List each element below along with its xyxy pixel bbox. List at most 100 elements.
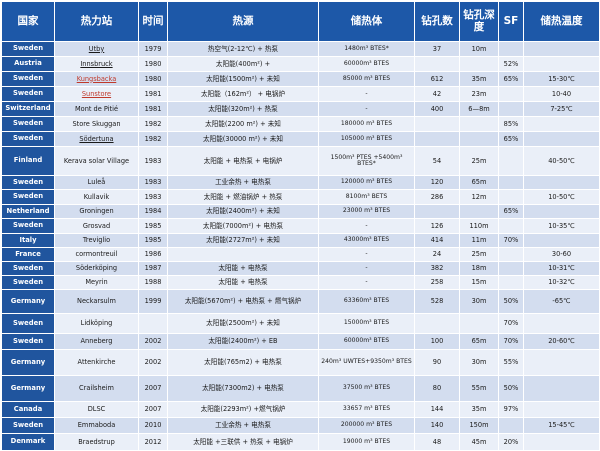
cell-heat-source: 太阳能 +三联供 + 热泵 + 电锅炉 (167, 433, 319, 451)
cell-boreholes (414, 204, 460, 219)
cell-country: Sweden (1, 86, 55, 102)
cell-sf (498, 101, 524, 117)
cell-boreholes: 37 (414, 41, 460, 57)
cell-boreholes: 120 (414, 175, 460, 190)
cell-plant: Kerava solar Village (54, 146, 139, 176)
cell-storage: 33657 m³ BTES (318, 401, 415, 418)
cell-plant: Utby (54, 41, 139, 57)
cell-heat-source: 太阳能(2293m²) +燃气锅炉 (167, 401, 319, 418)
cell-sf (498, 41, 524, 57)
cell-boreholes: 144 (414, 401, 460, 418)
cell-boreholes: 286 (414, 189, 460, 205)
cell-heat-source (167, 247, 319, 262)
header-sf: SF (498, 1, 524, 42)
cell-heat-source: 工业余热 + 电热泵 (167, 175, 319, 190)
cell-country: Finland (1, 146, 55, 176)
cell-country: Sweden (1, 131, 55, 147)
table-row: Canada DLSC 2007 太阳能(2293m²) +燃气锅炉 33657 m³ … (1, 401, 600, 418)
cell-storage-temp: 20-60℃ (523, 333, 600, 350)
cell-storage-temp: 10-35℃ (523, 218, 600, 234)
table-row: Finland Kerava solar Village 1983 太阳能 + 电热泵… (1, 146, 600, 176)
cell-plant: Kungsbacka (54, 71, 139, 87)
cell-sf: 65% (498, 204, 524, 219)
cell-heat-source: 太阳能(2400m²) + 未知 (167, 204, 319, 219)
cell-sf (498, 261, 524, 276)
cell-plant: Lidköping (54, 313, 139, 334)
cell-boreholes (414, 313, 460, 334)
cell-year: 1981 (138, 101, 168, 117)
header-row: 国家 热力站 时间 热源 储热体 钻孔数 钻孔深度 SF 储热温度 (1, 1, 600, 42)
cell-boreholes: 382 (414, 261, 460, 276)
cell-plant: Neckarsulm (54, 289, 139, 314)
table-row: Sweden Luleå 1983 工业余热 + 电热泵 120000 m³ BTES 1… (1, 175, 600, 190)
cell-plant: Söderköping (54, 261, 139, 276)
cell-boreholes: 400 (414, 101, 460, 117)
cell-heat-source: 太阳能(5670m²) + 电热泵 + 燃气锅炉 (167, 289, 319, 314)
cell-sf: 97% (498, 401, 524, 418)
cell-heat-source: 太阳能(2400m²) + EB (167, 333, 319, 350)
cell-plant: Groningen (54, 204, 139, 219)
cell-sf (498, 86, 524, 102)
cell-storage: 8100m³ BETS (318, 189, 415, 205)
cell-plant: DLSC (54, 401, 139, 418)
cell-storage-temp: 40-50℃ (523, 146, 600, 176)
cell-year: 1985 (138, 233, 168, 248)
cell-boreholes: 48 (414, 433, 460, 451)
cell-plant: Crailsheim (54, 375, 139, 402)
cell-country: Sweden (1, 175, 55, 190)
cell-country: Germany (1, 349, 55, 376)
table-row: Austria Innsbruck 1980 太阳能(400m²) +60000m³ … (1, 56, 600, 72)
cell-boreholes (414, 56, 460, 72)
cell-storage-temp: 10-31℃ (523, 261, 600, 276)
cell-borehole-depth (459, 131, 499, 147)
cell-storage: 63360m³ BTES (318, 289, 415, 314)
cell-storage: 200000 m³ BTES (318, 417, 415, 434)
cell-heat-source: 太阳能 + 电热泵 (167, 261, 319, 276)
cell-boreholes: 258 (414, 275, 460, 290)
cell-plant: Treviglio (54, 233, 139, 248)
cell-heat-source: 太阳能(2200 m²) + 未知 (167, 116, 319, 132)
cell-plant: Mont de Pitié (54, 101, 139, 117)
cell-country: Germany (1, 289, 55, 314)
cell-storage: 240m³ UWTES+9350m³ BTES (318, 349, 415, 376)
cell-country: Austria (1, 56, 55, 72)
cell-storage-temp (523, 175, 600, 190)
cell-borehole-depth (459, 204, 499, 219)
cell-boreholes: 24 (414, 247, 460, 262)
cell-year: 1983 (138, 189, 168, 205)
cell-plant: Meyrin (54, 275, 139, 290)
cell-plant: cormontreuil (54, 247, 139, 262)
cell-heat-source: 太阳能(400m²) + (167, 56, 319, 72)
cell-borehole-depth: 23m (459, 86, 499, 102)
cell-borehole-depth: 18m (459, 261, 499, 276)
cell-year: 2002 (138, 333, 168, 350)
cell-storage: 60000m³ BTES (318, 56, 415, 72)
cell-sf: 20% (498, 433, 524, 451)
cell-storage: 60000m³ BTES (318, 333, 415, 350)
cell-year: 2010 (138, 417, 168, 434)
cell-country: Denmark (1, 433, 55, 451)
cell-heat-source: 太阳能 + 燃油锅炉 + 热泵 (167, 189, 319, 205)
cell-year: 1983 (138, 175, 168, 190)
cell-plant: Innsbruck (54, 56, 139, 72)
cell-heat-source: 热空气(2-12℃) + 热泵 (167, 41, 319, 57)
cell-heat-source: 工业余热 + 电热泵 (167, 417, 319, 434)
cell-heat-source: 太阳能(7000m²) + 电热泵 (167, 218, 319, 234)
table-row: Sweden Store Skuggan 1982 太阳能(2200 m²) + 未知… (1, 116, 600, 132)
cell-boreholes: 140 (414, 417, 460, 434)
cell-storage-temp (523, 375, 600, 402)
cell-borehole-depth: 110m (459, 218, 499, 234)
cell-sf: 65% (498, 71, 524, 87)
cell-country: Canada (1, 401, 55, 418)
cell-storage-temp: 15-45℃ (523, 417, 600, 434)
header-storage-temp: 储热温度 (523, 1, 600, 42)
cell-sf (498, 189, 524, 205)
cell-year: 1980 (138, 56, 168, 72)
table-row: France cormontreuil 1986 -24 25m 30-60 (1, 247, 600, 262)
header-storage: 储热体 (318, 1, 415, 42)
cell-plant: Braedstrup (54, 433, 139, 451)
cell-storage: - (318, 247, 415, 262)
cell-storage: - (318, 86, 415, 102)
header-country: 国家 (1, 1, 55, 42)
cell-storage-temp: 10-50℃ (523, 189, 600, 205)
